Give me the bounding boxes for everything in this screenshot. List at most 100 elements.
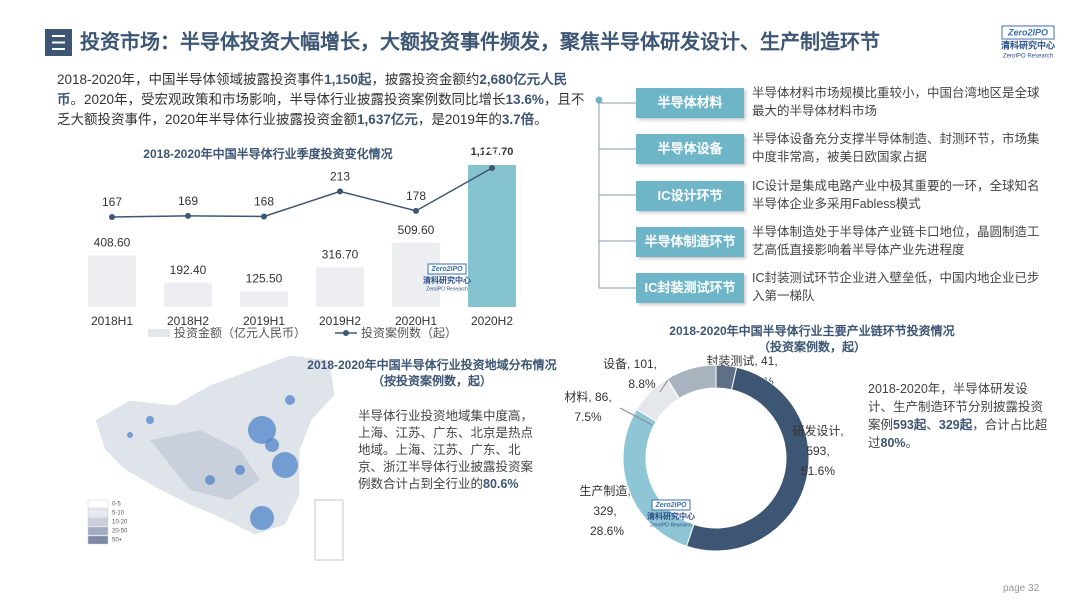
bar-label: 1,127.70 bbox=[471, 146, 514, 158]
icon-lines bbox=[52, 35, 65, 50]
text-run: 2018-2020年，中国半导体领域披露投资事件 bbox=[57, 72, 325, 87]
point-label: 168 bbox=[254, 195, 274, 209]
legend-label: 5-10 bbox=[112, 511, 125, 517]
category: 封装测试, bbox=[706, 353, 757, 368]
legend-label: 50+ bbox=[112, 538, 123, 544]
highlight: 3.7倍 bbox=[501, 112, 535, 127]
x-tick-label: 2019H2 bbox=[319, 314, 361, 328]
line-point bbox=[185, 212, 191, 219]
line-point bbox=[261, 213, 267, 220]
donut-slice bbox=[685, 366, 810, 552]
bracket bbox=[598, 100, 636, 289]
value-label: 86, bbox=[595, 390, 612, 404]
percent-label: 8.8% bbox=[628, 377, 656, 391]
legend-swatch bbox=[148, 329, 170, 337]
category: 生产制造, bbox=[579, 484, 630, 498]
donut-note: 2018-2020年，半导体研发设计、生产制造环节分别披露投资案例593起、32… bbox=[868, 380, 1048, 452]
logo-sub: ZeroIPO Research bbox=[426, 286, 468, 292]
value-label: 329, bbox=[593, 504, 616, 518]
highlight: 80.6% bbox=[483, 477, 519, 491]
map-subtitle: （按投资案例数，起） bbox=[372, 373, 492, 388]
legend-label: 10-20 bbox=[112, 520, 128, 526]
chart-subtitle: （投资案例数，起） bbox=[758, 339, 866, 354]
logo-name: 清科研究中心 bbox=[423, 275, 471, 285]
chain-desc: IC封装测试环节企业进入壁垒低，中国内地企业已步入第一梯队 bbox=[752, 271, 1040, 304]
category: 设备, bbox=[603, 357, 630, 371]
logo-name: 清科研究中心 bbox=[1001, 39, 1055, 50]
map-region bbox=[150, 430, 260, 500]
legend-label: 投资金额（亿元人民币） bbox=[174, 325, 306, 340]
chart-title: 2018-2020年中国半导体行业季度投资变化情况 bbox=[143, 146, 392, 161]
x-tick-label: 2018H2 bbox=[167, 314, 209, 328]
line-point bbox=[413, 207, 419, 214]
bar bbox=[316, 267, 364, 307]
intro: 2018-2020年，中国半导体领域披露投资事件1,150起，披露投资金额约2,… bbox=[57, 70, 592, 130]
map-title: 2018-2020年中国半导体行业投资地域分布情况 bbox=[307, 357, 556, 372]
leader bbox=[659, 379, 669, 393]
text-run: ，且不乏大额投资事件，2020年半导体行业披露投资金额 bbox=[57, 92, 585, 127]
point-label: 178 bbox=[406, 189, 426, 203]
bar bbox=[392, 242, 440, 307]
chain-desc: IC设计是集成电路产业中极其重要的一环，全球知名半导体企业多采用Fabless模… bbox=[752, 178, 1040, 211]
legend-label: 0-5 bbox=[112, 502, 121, 508]
value-label: 593, bbox=[806, 444, 829, 458]
x-tick-label: 2019H1 bbox=[243, 314, 285, 328]
percent-label: 7.5% bbox=[574, 410, 602, 424]
chain-label: 半导体设备 bbox=[636, 134, 744, 165]
footer-word: page bbox=[1003, 583, 1026, 594]
map-inset bbox=[314, 499, 344, 561]
text-run: 半导体行业投资地域集中度高，上海、江苏、广东、北京是热点地域。上海、江苏、广东、… bbox=[358, 409, 534, 491]
leader bbox=[619, 407, 653, 426]
legend-swatch bbox=[87, 535, 109, 545]
text-run: ，是2019年的 bbox=[417, 112, 502, 127]
line-point bbox=[489, 165, 495, 171]
logo-mark: Zero2IPO bbox=[1007, 27, 1048, 37]
point-label: 255 bbox=[482, 146, 502, 160]
percent-label: 51.6% bbox=[801, 464, 835, 478]
logo-sub: ZeroIPO Research bbox=[1003, 54, 1053, 60]
percent-label: 28.6% bbox=[590, 524, 624, 538]
line-point bbox=[337, 188, 343, 195]
bar bbox=[88, 255, 136, 307]
text-run: ，合计占比超过 bbox=[868, 418, 1048, 450]
point-label: 167 bbox=[102, 195, 122, 209]
point-label: 169 bbox=[178, 194, 198, 208]
legend-label: 投资案例数（起） bbox=[361, 325, 457, 340]
logo-box bbox=[427, 263, 467, 275]
text-run: 、 bbox=[926, 418, 939, 432]
text-run: 。 bbox=[534, 112, 548, 127]
legend-swatch bbox=[87, 526, 109, 536]
x-tick-label: 2020H2 bbox=[471, 314, 513, 328]
logo-mark: Zero2IPO bbox=[430, 266, 463, 273]
chain-label: IC封装测试环节 bbox=[636, 273, 744, 304]
highlight: 2,680亿元人民币 bbox=[57, 72, 568, 107]
bar bbox=[164, 282, 212, 307]
value-label: 41, bbox=[761, 354, 778, 368]
chain-label: 半导体材料 bbox=[636, 88, 744, 118]
text-run: 。2020年，受宏观政策和市场影响，半导体行业披露投资案例数同比增长 bbox=[70, 92, 506, 107]
donut-slice bbox=[666, 364, 717, 400]
highlight: 1,150起 bbox=[324, 72, 372, 87]
bar-label: 192.40 bbox=[170, 263, 207, 277]
bar-label: 125.50 bbox=[246, 271, 283, 285]
highlight: 329起 bbox=[938, 418, 973, 432]
chain-label: 半导体制造环节 bbox=[636, 226, 744, 257]
legend-label: 20-50 bbox=[112, 529, 128, 535]
footer: page 32 bbox=[1003, 583, 1039, 594]
value-label: 101, bbox=[634, 357, 657, 371]
highlight: 80% bbox=[880, 436, 906, 450]
line bbox=[111, 167, 493, 218]
page-title: 投资市场：半导体投资大幅增长，大额投资事件频发，聚焦半导体研发设计、生产制造环节 bbox=[80, 29, 880, 53]
chart-title: 2018-2020年中国半导体行业主要产业链环节投资情况 bbox=[669, 323, 954, 338]
bar-label: 316.70 bbox=[322, 247, 359, 261]
text-run: ，披露投资金额约 bbox=[371, 72, 480, 87]
bar-label: 408.60 bbox=[94, 236, 131, 250]
chain-desc: 半导体制造处于半导体产业链卡口地位，晶圆制造工艺高低直接影响着半导体产业先进程度 bbox=[752, 224, 1040, 257]
bar bbox=[468, 165, 516, 307]
logo-box bbox=[651, 499, 691, 511]
line-point bbox=[109, 214, 115, 220]
legend-swatch bbox=[87, 517, 109, 527]
logo-sub: ZeroIPO Research bbox=[650, 522, 692, 528]
highlight: 13.6% bbox=[505, 92, 544, 107]
